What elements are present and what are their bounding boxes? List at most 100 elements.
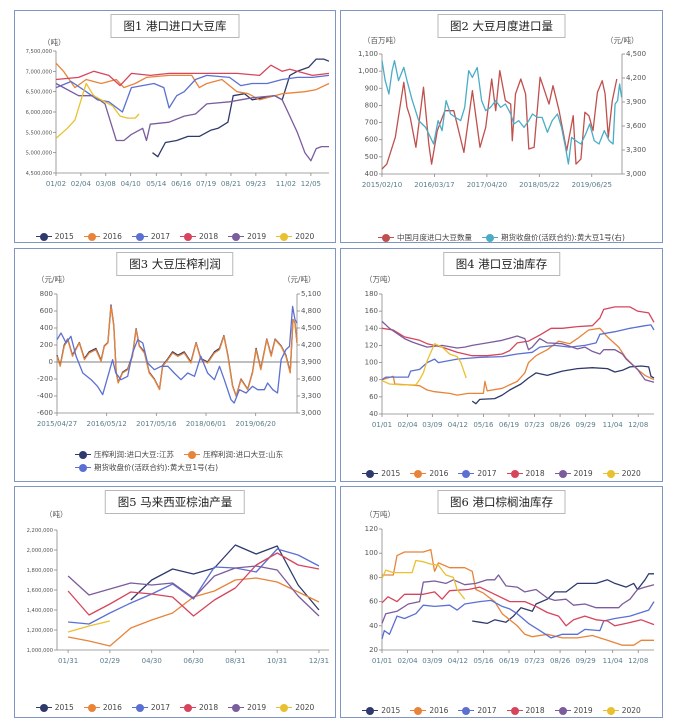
legend-label: 2019 (247, 232, 267, 241)
chart-panel-malaysia-palm-oil-output: 1,000,000 1,200,000 1,400,000 1,600,000 1,80… (14, 486, 336, 718)
y-right-tick-label: 3,300 (301, 392, 321, 400)
x-tick-label: 2016/03/17 (414, 181, 454, 189)
legend-label: 2019 (573, 469, 593, 478)
chart-svg: 400 500 600 700 800 900 1,000 1,100 3,000 3,300 3,… (358, 50, 646, 189)
y-tick-label: 6,000,000 (26, 110, 52, 116)
series-line-2016 (381, 327, 655, 396)
legend-item: 2018 (506, 706, 545, 715)
series-line-2019 (381, 320, 655, 383)
series-line-2020 (67, 620, 111, 633)
legend-label: 2017 (150, 232, 170, 241)
x-tick-label: 06/30 (183, 657, 203, 665)
unit-left: （吨） (45, 510, 68, 519)
y-tick-label: -200 (37, 375, 53, 383)
y-right-tick-label: 3,600 (301, 375, 321, 383)
legend-label: 2018 (199, 232, 219, 241)
legend-label: 2019 (573, 706, 593, 715)
legend-item: 2020 (276, 232, 314, 241)
y-tick-label: -600 (37, 409, 53, 417)
series-line-压榨利润:进口大豆:山东 (56, 305, 298, 397)
x-tick-label: 2019/06/25 (572, 181, 612, 189)
legend-marker-icon (410, 706, 427, 715)
legend-label: 2017 (477, 706, 497, 715)
x-tick-label: 2015/04/27 (37, 420, 77, 428)
legend: 压榨利润:进口大豆:江苏 压榨利润:进口大豆:山东期货收盘价(活跃合约):黄大豆1… (75, 449, 315, 473)
x-tick-label: 02/04 (397, 421, 418, 429)
unit-left: （百万吨） (363, 36, 401, 45)
chart-panel-monthly-soybean-imports: 400 500 600 700 800 900 1,000 1,100 3,000 3,300 3,… (340, 10, 663, 243)
y-right-tick-label: 4,200 (301, 341, 321, 349)
chart-svg: 20 40 60 80 100 120 01/01 02/04 03/09 04/12 05/16 0… (365, 525, 655, 665)
series-line-2016 (382, 548, 654, 646)
legend-item: 2016 (83, 703, 122, 712)
legend-item: 2015 (35, 703, 74, 712)
y-tick-label: 400 (40, 324, 53, 332)
legend-marker-icon (458, 706, 475, 715)
series-line-2019 (67, 565, 320, 617)
legend-item: 2018 (180, 232, 218, 241)
legend-item: 2020 (276, 703, 314, 712)
unit-left: （万吨） (365, 510, 395, 519)
legend-marker-icon (75, 463, 91, 472)
legend-label: 压榨利润:进口大豆:山东 (203, 450, 284, 459)
x-tick-label: 09/29 (576, 421, 596, 429)
legend-label: 2015 (381, 706, 401, 715)
x-tick-label: 08/26 (550, 657, 571, 665)
y-tick-label: 2,200,000 (27, 528, 53, 534)
x-tick-label: 2017/05/16 (136, 420, 177, 428)
x-tick-label: 01/01 (372, 657, 392, 665)
legend-item: 2016 (83, 232, 122, 241)
unit-left: （万吨） (365, 275, 395, 284)
legend-label: 2015 (381, 469, 401, 478)
legend-marker-icon (83, 232, 100, 241)
legend-item: 2015 (362, 706, 400, 715)
x-tick-label: 06/16 (171, 180, 192, 188)
legend-marker-icon (458, 469, 475, 478)
y-right-tick-label: 3,000 (626, 170, 646, 178)
legend-label: 2016 (429, 706, 449, 715)
legend-label: 2019 (247, 703, 267, 712)
chart-title: 图3 大豆压榨利润 (116, 252, 234, 276)
x-tick-label: 07/23 (524, 657, 544, 665)
y-right-tick-label: 3,600 (626, 122, 646, 130)
y-tick-label: 20 (369, 646, 378, 654)
legend-label: 期货收盘价(活跃合约):黄大豆1号(右) (500, 233, 625, 242)
legend-label: 2015 (54, 703, 74, 712)
chart-panel-soybean-crush-margin: -600 -400 -200 0 200 400 600 800 3,000 3,300 3,600… (14, 248, 336, 482)
y-tick-label: 5,500,000 (26, 130, 52, 136)
legend-item: 压榨利润:进口大豆:山东 (184, 449, 283, 460)
x-tick-label: 02/04 (71, 180, 92, 188)
chart-title: 图6 港口棕榈油库存 (437, 490, 566, 514)
legend-item: 2015 (362, 469, 400, 478)
y-tick-label: 6,500,000 (26, 90, 52, 96)
legend-marker-icon (35, 232, 52, 241)
legend-item: 期货收盘价(活跃合约):黄大豆1号(右) (481, 232, 625, 243)
legend-item: 2019 (228, 703, 266, 712)
legend-item: 期货收盘价(活跃合约):黄大豆1号(右) (75, 462, 315, 473)
series-line-2020 (55, 82, 140, 139)
series-line-2019 (55, 82, 329, 162)
series-line-2019 (381, 574, 655, 624)
series-line-期货收盘价(活跃合约):黄大豆1号(右) (56, 305, 298, 404)
x-tick-label: 12/08 (628, 657, 648, 665)
legend-label: 2020 (295, 703, 315, 712)
legend-marker-icon (481, 233, 498, 242)
chart-svg: 40 60 80 100 120 140 160 180 01/01 02/04 03/09 04/1… (365, 290, 655, 429)
legend-label: 2018 (525, 706, 545, 715)
y-tick-label: 80 (369, 376, 378, 384)
unit-left: （吨） (43, 38, 66, 47)
chart-title: 图4 港口豆油库存 (442, 252, 561, 276)
chart-title: 图5 马来西亚棕油产量 (104, 490, 246, 514)
legend-item: 中国月度进口大豆数量 (377, 232, 472, 243)
y-tick-label: 700 (365, 119, 378, 127)
x-tick-label: 02/29 (100, 657, 120, 665)
legend-label: 压榨利润:进口大豆:江苏 (94, 450, 175, 459)
y-tick-label: 600 (365, 136, 378, 144)
legend-item: 2018 (506, 469, 545, 478)
chart-svg: 4,500,000 5,000,000 5,500,000 6,000,000 6,50… (26, 49, 330, 188)
series-line-2017 (68, 548, 320, 625)
x-tick-label: 08/26 (550, 421, 571, 429)
legend-marker-icon (83, 703, 100, 712)
legend-marker-icon (362, 706, 379, 715)
legend-item: 2019 (554, 706, 593, 715)
